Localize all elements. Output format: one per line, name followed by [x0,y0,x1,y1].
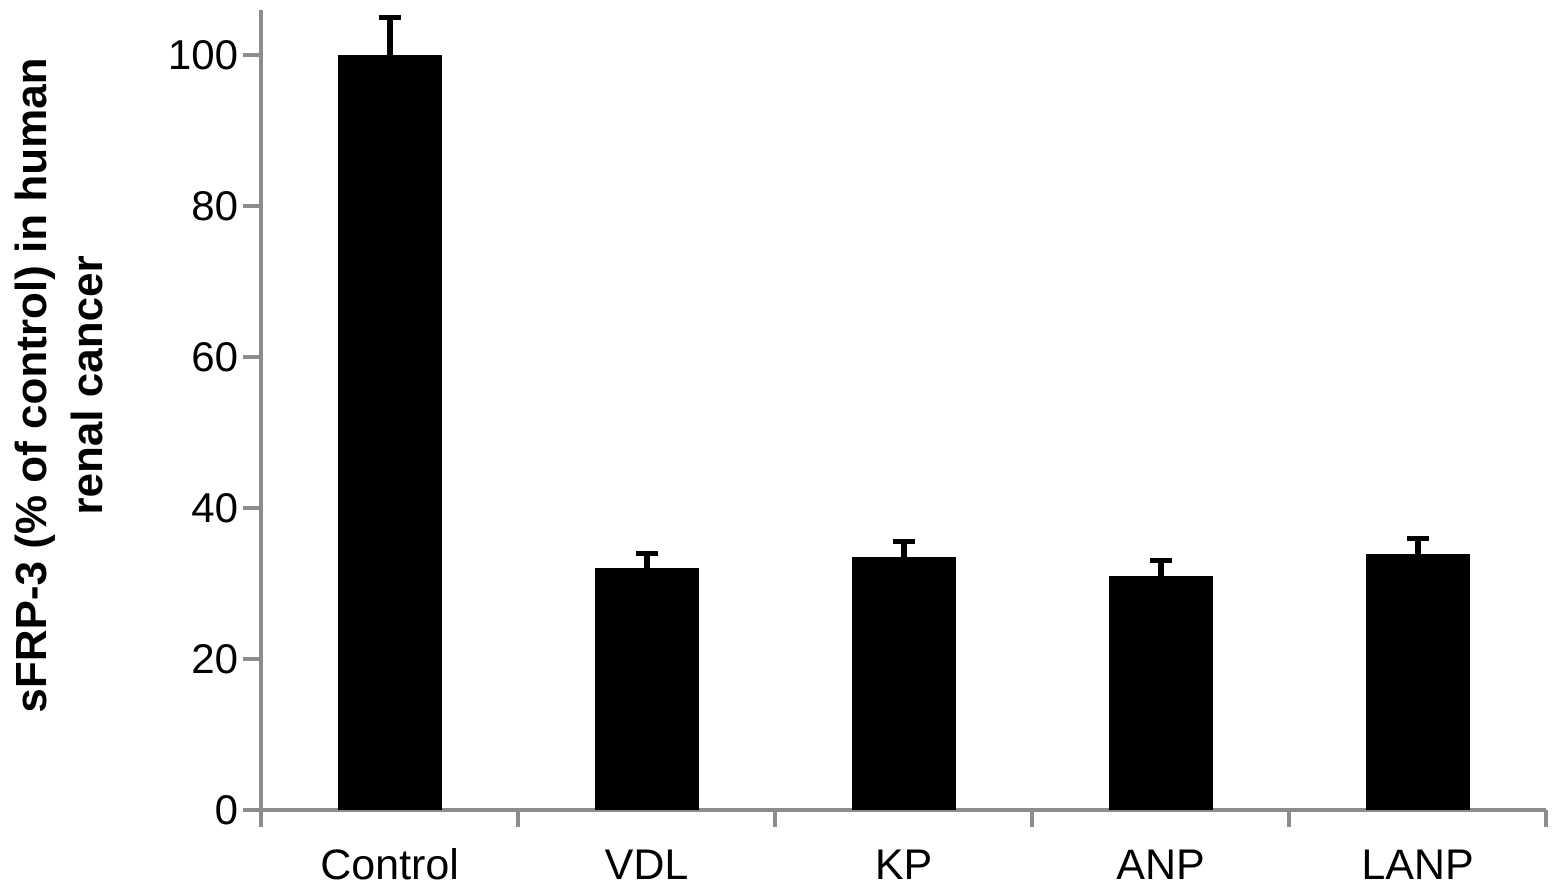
x-tick-label-vdl: VDL [604,841,689,889]
error-bar-cap [1149,558,1172,564]
error-bar-stem [1414,538,1421,555]
y-axis-line [259,10,263,827]
error-bar-stem [386,17,393,55]
x-axis-line [259,808,1546,812]
y-tick [243,53,261,57]
x-tick-label-lanp: LANP [1361,841,1474,889]
bar-lanp [1365,554,1470,810]
y-tick-label: 20 [191,635,238,682]
error-bar-stem [643,553,650,569]
y-tick-label: 100 [167,31,238,78]
y-tick [243,657,261,661]
y-tick-label: 40 [191,484,238,531]
y-tick-label: 60 [191,333,238,380]
y-tick [243,355,261,359]
x-tick [1287,810,1291,827]
error-bar-cap [1406,536,1429,542]
x-tick-label-kp: KP [874,841,933,889]
y-tick [243,204,261,208]
error-bar-cap [635,550,658,556]
y-tick [243,506,261,510]
bar-vdl [594,568,699,810]
bar-anp [1108,575,1213,810]
error-bar-cap [378,14,401,20]
y-tick [243,808,261,812]
error-bar-cap [892,539,915,545]
x-tick-label-anp: ANP [1116,841,1205,889]
error-bar-stem [900,541,907,558]
error-bar-stem [1157,560,1164,576]
y-tick-label: 80 [191,182,238,229]
bar-kp [851,557,956,810]
x-tick-label-control: Control [320,841,459,889]
bar-control [337,55,442,810]
x-tick [1544,810,1548,827]
y-tick-label: 0 [214,786,238,833]
x-tick [516,810,520,827]
y-axis-title-line-1: sFRP-3 (% of control) in human [7,57,56,713]
x-tick [1030,810,1034,827]
x-tick [773,810,777,827]
